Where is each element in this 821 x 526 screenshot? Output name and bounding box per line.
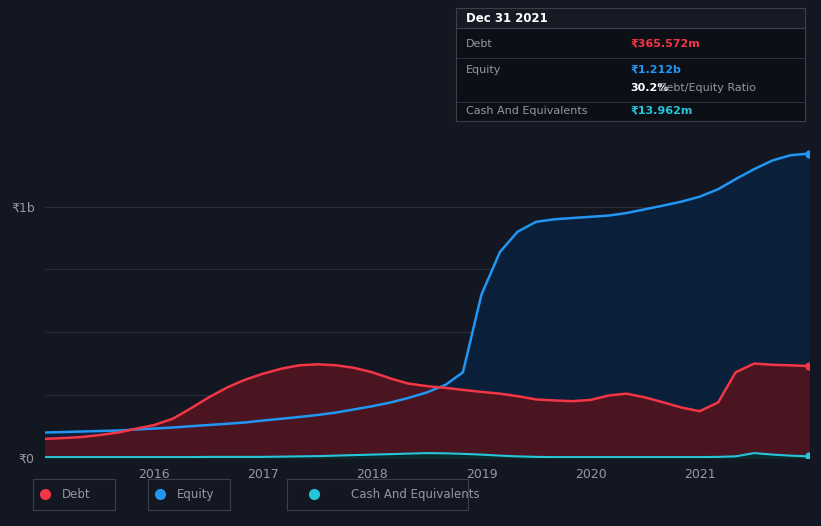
Text: ₹1.212b: ₹1.212b <box>631 65 681 75</box>
Text: 30.2%: 30.2% <box>631 83 668 93</box>
Text: Cash And Equivalents: Cash And Equivalents <box>351 488 479 501</box>
Text: ₹365.572m: ₹365.572m <box>631 39 699 49</box>
Text: Equity: Equity <box>177 488 214 501</box>
Text: Cash And Equivalents: Cash And Equivalents <box>466 106 588 116</box>
Bar <box>456 8 805 28</box>
Text: Debt: Debt <box>466 39 493 49</box>
Text: ₹13.962m: ₹13.962m <box>631 106 692 116</box>
Text: Debt/Equity Ratio: Debt/Equity Ratio <box>631 83 756 93</box>
Text: Equity: Equity <box>466 65 502 75</box>
Text: Debt: Debt <box>62 488 90 501</box>
Text: Dec 31 2021: Dec 31 2021 <box>466 12 548 25</box>
